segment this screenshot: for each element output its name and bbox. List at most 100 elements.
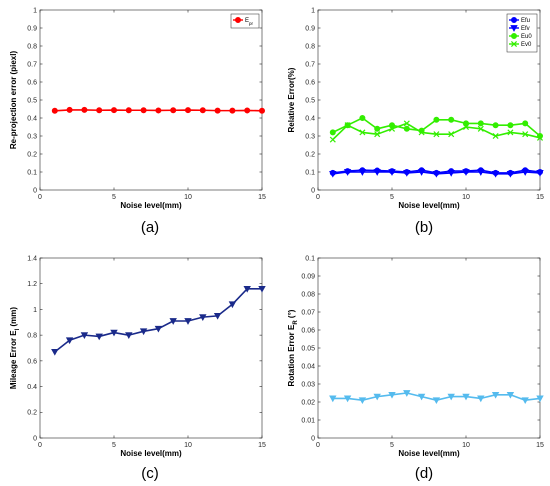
legend-swatch-marker [510, 25, 518, 32]
data-point [418, 129, 425, 136]
data-point [374, 125, 381, 132]
y-tick-label: 1 [33, 307, 37, 314]
data-point [462, 393, 470, 401]
legend-label-text: Efu [521, 18, 530, 24]
y-tick-label: 1 [311, 7, 315, 14]
series-efv [329, 169, 544, 178]
data-point [447, 393, 455, 401]
y-tick-label: 0.7 [305, 61, 315, 68]
data-point [111, 107, 118, 114]
data-point [244, 107, 251, 114]
y-tick-label: 0.04 [301, 363, 315, 370]
data-point [417, 169, 426, 176]
data-point [358, 397, 367, 405]
data-point [169, 318, 177, 325]
data-point [243, 285, 251, 293]
y-tick-label: 1 [33, 7, 37, 14]
legend-label: Efu [521, 18, 530, 24]
data-point [96, 107, 103, 114]
y-tick-label: 0.2 [27, 151, 37, 158]
data-point [359, 115, 366, 122]
panel-caption: (d) [415, 465, 433, 482]
data-point [214, 107, 221, 114]
y-tick-label: 0.5 [305, 97, 315, 104]
y-tick-label: 0.5 [27, 97, 37, 104]
data-point [358, 169, 367, 176]
plot-area [317, 9, 541, 191]
data-point [110, 329, 118, 337]
y-tick-label: 0.1 [27, 169, 37, 176]
x-tick-label: 15 [258, 442, 266, 449]
data-point [154, 325, 163, 333]
data-point [536, 170, 544, 177]
x-tick-label: 0 [316, 442, 320, 449]
y-tick-label: 0.1 [305, 255, 315, 262]
legend-item: Epr [233, 16, 254, 26]
y-tick-label: 0.05 [301, 345, 315, 352]
x-tick-label: 10 [462, 442, 470, 449]
data-point [344, 122, 351, 129]
data-point [329, 136, 336, 143]
data-point [229, 107, 236, 114]
data-point [462, 120, 469, 127]
data-point [155, 107, 162, 114]
data-point [491, 170, 500, 178]
y-axis-label-text: Re-projection error (piexl) [9, 51, 18, 150]
y-tick-label: 0.6 [305, 79, 315, 86]
plot-area [39, 9, 263, 191]
data-point [491, 391, 500, 399]
legend-swatch-marker [510, 16, 517, 23]
legend-swatch-marker [234, 16, 241, 23]
y-axis-label: Mileage Error El (mm) [9, 307, 21, 389]
x-axis-label: Noise level(mm) [120, 201, 182, 210]
legend-item: Efu [509, 16, 530, 24]
legend-label: Ev0 [521, 42, 532, 48]
legend-swatch-marker [510, 33, 517, 40]
y-tick-label: 0.03 [301, 381, 315, 388]
y-tick-label: 0.8 [27, 333, 37, 340]
legend-label-text: Ev0 [521, 42, 532, 48]
data-point [522, 120, 529, 127]
y-tick-label: 1.2 [27, 281, 37, 288]
y-tick-label: 0 [33, 435, 37, 442]
legend-label: Eu0 [521, 34, 532, 40]
y-tick-label: 0.4 [27, 384, 37, 391]
y-tick-label: 1.4 [27, 255, 37, 262]
y-axis-label-text: Relative Error(%) [287, 67, 296, 132]
data-point [66, 106, 73, 113]
data-point [477, 125, 484, 132]
legend-item: Eu0 [509, 33, 532, 40]
y-tick-label: 0.6 [27, 79, 37, 86]
data-point [95, 333, 103, 341]
data-point [329, 170, 337, 178]
data-point [80, 332, 89, 339]
y-tick-label: 0.8 [27, 43, 37, 50]
legend: Efu Efv Eu0 Ev0 [506, 13, 538, 53]
x-tick-label: 5 [112, 194, 116, 201]
y-tick-label: 0.09 [301, 273, 315, 280]
x-axis-label: Noise level(mm) [120, 449, 182, 458]
data-point [388, 125, 396, 132]
y-axis-label-subscript: l [15, 328, 21, 330]
y-tick-label: 0.6 [27, 358, 37, 365]
y-axis-label-subscript: R [293, 320, 299, 325]
y-tick-label: 0.3 [27, 133, 37, 140]
data-point [140, 107, 147, 114]
y-tick-label: 0 [311, 435, 315, 442]
data-point [432, 397, 441, 405]
x-tick-label: 10 [462, 194, 470, 201]
data-point [506, 170, 515, 178]
data-point [81, 106, 88, 113]
data-point [388, 122, 395, 129]
y-axis-label-unit: (°) [287, 309, 296, 320]
legend-item: Efv [509, 25, 530, 32]
data-point [51, 348, 59, 356]
y-tick-label: 0.9 [305, 25, 315, 32]
data-point [228, 301, 237, 309]
data-point [433, 116, 440, 123]
series-eu0 [329, 115, 544, 139]
data-point [373, 169, 381, 176]
data-point [507, 129, 514, 136]
x-tick-label: 5 [112, 442, 116, 449]
data-point [170, 107, 177, 114]
